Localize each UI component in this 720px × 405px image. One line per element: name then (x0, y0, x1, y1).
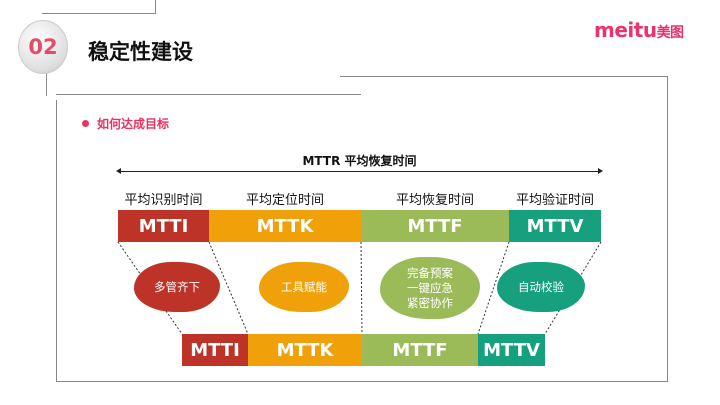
section-number-badge: 02 (18, 20, 68, 74)
bar-mttf-top: MTTF (361, 210, 509, 242)
meitu-logo: meitu美图 (594, 18, 684, 42)
bar-mttk-top: MTTK (209, 210, 361, 242)
content-box (56, 100, 668, 382)
phase-label-mttf: 平均恢复时间 (395, 193, 474, 208)
cloud-mttf: 完备预案 一键应急 紧密协作 (380, 257, 480, 319)
cloud-mttv: 自动校验 (497, 262, 585, 312)
bar-mttv-bottom: MTTV (478, 334, 545, 366)
logo-cn-text: 美图 (656, 25, 685, 41)
page-title: 稳定性建设 (88, 40, 193, 64)
logo-text: meitu (594, 18, 657, 42)
cloud-mttk: 工具赋能 (259, 262, 349, 312)
bar-mtti-top: MTTI (118, 210, 209, 242)
cloud-mtti: 多管齐下 (134, 262, 220, 312)
bar-mtti-bottom: MTTI (182, 334, 248, 366)
phase-label-mtti: 平均识别时间 (124, 193, 203, 208)
section-bullet: 如何达成目标 (82, 115, 169, 132)
double-arrow-icon (116, 168, 603, 174)
bullet-dot-icon (82, 120, 89, 127)
bullet-text: 如何达成目标 (97, 117, 170, 131)
bar-mttk-bottom: MTTK (248, 334, 362, 366)
bar-mttv-top: MTTV (509, 210, 601, 242)
phase-label-mttv: 平均验证时间 (515, 193, 594, 208)
phase-label-mttk: 平均定位时间 (245, 193, 324, 208)
bar-mttf-bottom: MTTF (362, 334, 478, 366)
mttr-label: MTTR 平均恢复时间 (302, 154, 417, 168)
